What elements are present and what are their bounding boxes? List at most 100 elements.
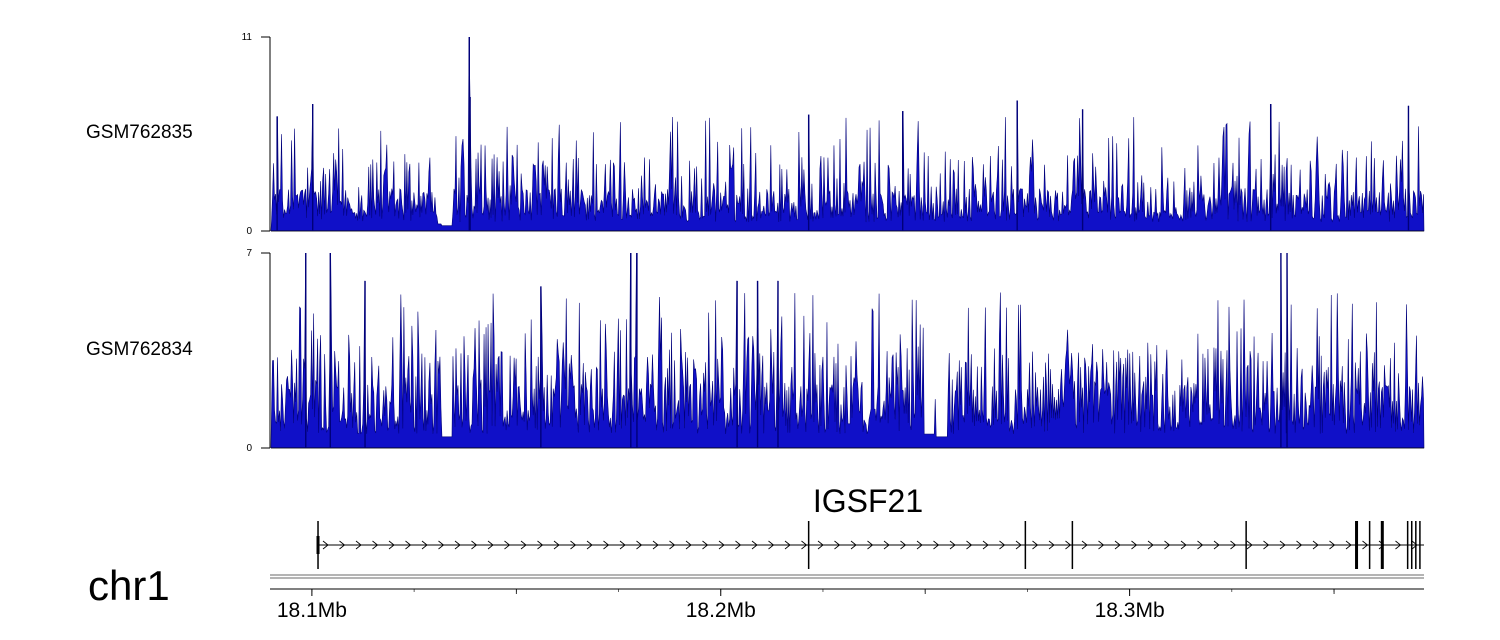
strand-arrow-34 — [883, 540, 890, 550]
gene-label: IGSF21 — [813, 483, 923, 519]
y-max-label-gsm762835: 11 — [242, 32, 253, 43]
strand-arrow-41 — [999, 540, 1006, 550]
strand-arrow-38 — [949, 540, 956, 550]
strand-arrow-6 — [421, 540, 428, 550]
exon-2 — [1024, 521, 1027, 569]
strand-arrow-64 — [1378, 540, 1385, 550]
strand-arrow-1 — [339, 540, 346, 550]
strand-arrow-49 — [1131, 540, 1138, 550]
exon-4 — [1245, 521, 1247, 569]
strand-arrow-44 — [1048, 540, 1055, 550]
strand-arrow-12 — [520, 540, 527, 550]
strand-arrow-46 — [1081, 540, 1088, 550]
strand-arrow-32 — [850, 540, 857, 550]
chromosome-label: chr1 — [88, 562, 170, 609]
strand-arrow-43 — [1032, 540, 1039, 550]
strand-arrow-25 — [735, 540, 742, 550]
x-tick-label-2: 18.3Mb — [1095, 599, 1165, 622]
strand-arrow-57 — [1263, 540, 1270, 550]
strand-arrow-66 — [1411, 540, 1418, 550]
strand-arrow-3 — [372, 540, 379, 550]
strand-arrow-30 — [817, 540, 824, 550]
gene-track: IGSF21 — [316, 483, 1424, 569]
exon-5 — [1355, 521, 1359, 569]
strand-arrow-47 — [1098, 540, 1105, 550]
strand-arrow-29 — [801, 540, 808, 550]
exon-6 — [1368, 521, 1371, 569]
strand-arrow-59 — [1296, 540, 1303, 550]
strand-arrow-7 — [438, 540, 445, 550]
strand-arrow-5 — [405, 540, 412, 550]
genomic-axis: chr1 18.1Mb 18.2Mb 18.3Mb — [88, 562, 1424, 622]
strand-arrow-17 — [603, 540, 610, 550]
exon-11 — [1419, 521, 1421, 569]
strand-arrow-18 — [619, 540, 626, 550]
signal-path-gsm762834 — [270, 252, 1425, 449]
y-min-label-gsm762834: 0 — [246, 443, 252, 454]
strand-arrow-9 — [471, 540, 478, 550]
track-label-gsm762835: GSM762835 — [86, 122, 193, 143]
exon-7 — [1380, 521, 1384, 569]
strand-arrow-35 — [900, 540, 907, 550]
gene-model-igsf21 — [316, 521, 1424, 569]
strand-arrow-52 — [1180, 540, 1187, 550]
strand-arrow-39 — [966, 540, 973, 550]
exon-1 — [807, 521, 810, 569]
exon-9 — [1410, 521, 1413, 569]
strand-arrow-20 — [652, 540, 659, 550]
y-max-label-gsm762834: 7 — [246, 248, 252, 259]
strand-arrow-26 — [751, 540, 758, 550]
strand-arrow-21 — [669, 540, 676, 550]
strand-arrow-8 — [454, 540, 461, 550]
signal-area-gsm762834 — [270, 252, 1425, 449]
strand-arrow-36 — [916, 540, 923, 550]
strand-arrow-42 — [1015, 540, 1022, 550]
strand-arrow-27 — [768, 540, 775, 550]
x-ticks: 18.1Mb 18.2Mb 18.3Mb — [277, 589, 1335, 622]
strand-arrow-62 — [1345, 540, 1352, 550]
x-tick-label-1: 18.2Mb — [686, 599, 756, 622]
strand-arrow-13 — [537, 540, 544, 550]
strand-arrow-14 — [553, 540, 560, 550]
strand-arrow-54 — [1213, 540, 1220, 550]
strand-arrow-56 — [1246, 540, 1253, 550]
strand-arrow-63 — [1362, 540, 1369, 550]
strand-arrow-16 — [586, 540, 593, 550]
strand-arrow-61 — [1329, 540, 1336, 550]
strand-arrow-55 — [1230, 540, 1237, 550]
strand-arrow-31 — [834, 540, 841, 550]
track-gsm762835: GSM762835 11 0 — [86, 32, 1425, 237]
strand-arrow-23 — [702, 540, 709, 550]
y-min-label-gsm762835: 0 — [246, 226, 252, 237]
strand-arrow-15 — [570, 540, 577, 550]
strand-arrow-40 — [982, 540, 989, 550]
exon-utr-0 — [316, 536, 320, 554]
strand-arrow-4 — [388, 540, 395, 550]
strand-arrow-28 — [784, 540, 791, 550]
signal-path-gsm762835 — [270, 36, 1425, 232]
track-gsm762834: GSM762834 7 0 — [86, 248, 1425, 454]
strand-arrow-11 — [504, 540, 511, 550]
strand-arrow-51 — [1164, 540, 1171, 550]
strand-arrow-33 — [867, 540, 874, 550]
strand-arrow-37 — [933, 540, 940, 550]
strand-arrow-50 — [1147, 540, 1154, 550]
strand-arrow-19 — [636, 540, 643, 550]
exon-8 — [1406, 521, 1409, 569]
signal-area-gsm762835 — [270, 36, 1425, 232]
strand-arrow-60 — [1312, 540, 1319, 550]
strand-arrow-10 — [487, 540, 494, 550]
strand-arrow-48 — [1114, 540, 1121, 550]
strand-arrow-0 — [322, 540, 329, 550]
strand-arrow-53 — [1197, 540, 1204, 550]
strand-arrow-45 — [1065, 540, 1072, 550]
track-label-gsm762834: GSM762834 — [86, 339, 193, 360]
strand-arrow-65 — [1395, 540, 1402, 550]
exon-10 — [1415, 521, 1417, 569]
strand-arrow-24 — [718, 540, 725, 550]
x-tick-label-0: 18.1Mb — [277, 599, 347, 622]
exon-3 — [1071, 521, 1074, 569]
strand-arrow-22 — [685, 540, 692, 550]
